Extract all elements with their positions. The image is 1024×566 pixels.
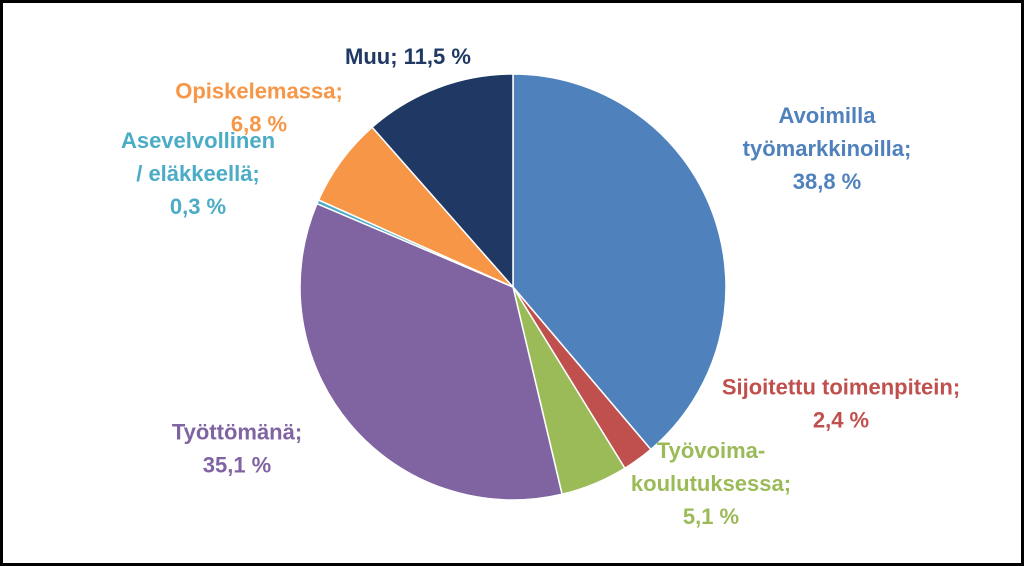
pie-label-line: työmarkkinoilla; (743, 136, 912, 161)
pie-label-line: 5,1 % (683, 504, 739, 529)
pie-slice-tyottomana (299, 202, 563, 501)
pie-slice-muu (371, 73, 514, 289)
pie-label-line: koulutuksessa; (631, 471, 791, 496)
pie-label-line: / eläkkeellä; (136, 161, 260, 186)
pie-label-tyottomana: Työttömänä; 35,1 % (172, 420, 302, 478)
pie-label-opiskelemassa: Opiskelemassa; 6,8 % (175, 79, 343, 137)
pie-label-line: 0,3 % (170, 194, 226, 219)
pie-label-muu: Muu; 11,5 % (345, 44, 471, 69)
pie-label-line: Työvoima- (657, 438, 765, 463)
pie-label-avoimilla-tyomarkkinoilla: Avoimilla työmarkkinoilla; 38,8 % (743, 103, 912, 194)
pie-label-line: Muu; 11,5 % (345, 44, 471, 69)
pie-chart: Avoimilla työmarkkinoilla; 38,8 % Sijoitett… (121, 44, 960, 529)
pie-label-line: 38,8 % (793, 169, 862, 194)
pie-label-line: Opiskelemassa; (175, 79, 343, 104)
pie-labels: Avoimilla työmarkkinoilla; 38,8 % Sijoitett… (121, 44, 960, 529)
pie-label-tyovoimakoulutuksessa: Työvoima-koulutuksessa; 5,1 % (631, 438, 791, 529)
pie-label-line: 35,1 % (203, 453, 272, 478)
pie-label-line: Sijoitettu toimenpitein; (722, 375, 960, 400)
pie-label-line: Avoimilla (779, 103, 877, 128)
pie-label-asevelvollinen-elakkeella: Asevelvollinen / eläkkeellä; 0,3 % (121, 128, 275, 219)
pie-label-line: Asevelvollinen (121, 128, 275, 153)
pie-label-line: 6,8 % (231, 112, 287, 137)
pie-label-line: Työttömänä; (172, 420, 302, 445)
pie-label-line: 2,4 % (813, 408, 869, 433)
pie-slice-avoimilla-tyomarkkinoilla (512, 73, 727, 451)
pie-label-sijoitettu-toimenpitein: Sijoitettu toimenpitein; 2,4 % (722, 375, 960, 433)
pie-slices (299, 73, 727, 501)
